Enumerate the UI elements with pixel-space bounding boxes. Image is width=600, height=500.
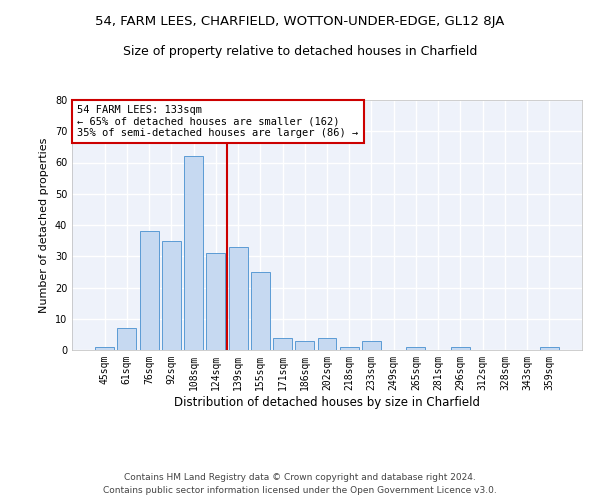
Bar xyxy=(184,156,203,350)
Text: Size of property relative to detached houses in Charfield: Size of property relative to detached ho… xyxy=(123,45,477,58)
Bar xyxy=(406,347,425,350)
Bar xyxy=(229,247,248,350)
Bar xyxy=(362,340,381,350)
Bar xyxy=(162,240,181,350)
Bar xyxy=(95,347,114,350)
Bar xyxy=(140,231,158,350)
Text: Contains HM Land Registry data © Crown copyright and database right 2024.: Contains HM Land Registry data © Crown c… xyxy=(124,474,476,482)
Bar xyxy=(451,347,470,350)
Bar xyxy=(317,338,337,350)
Bar xyxy=(206,253,225,350)
Y-axis label: Number of detached properties: Number of detached properties xyxy=(39,138,49,312)
X-axis label: Distribution of detached houses by size in Charfield: Distribution of detached houses by size … xyxy=(174,396,480,408)
Bar xyxy=(273,338,292,350)
Text: 54 FARM LEES: 133sqm
← 65% of detached houses are smaller (162)
35% of semi-deta: 54 FARM LEES: 133sqm ← 65% of detached h… xyxy=(77,105,358,138)
Bar xyxy=(295,340,314,350)
Bar xyxy=(118,328,136,350)
Text: 54, FARM LEES, CHARFIELD, WOTTON-UNDER-EDGE, GL12 8JA: 54, FARM LEES, CHARFIELD, WOTTON-UNDER-E… xyxy=(95,15,505,28)
Bar xyxy=(540,347,559,350)
Bar xyxy=(251,272,270,350)
Text: Contains public sector information licensed under the Open Government Licence v3: Contains public sector information licen… xyxy=(103,486,497,495)
Bar xyxy=(340,347,359,350)
